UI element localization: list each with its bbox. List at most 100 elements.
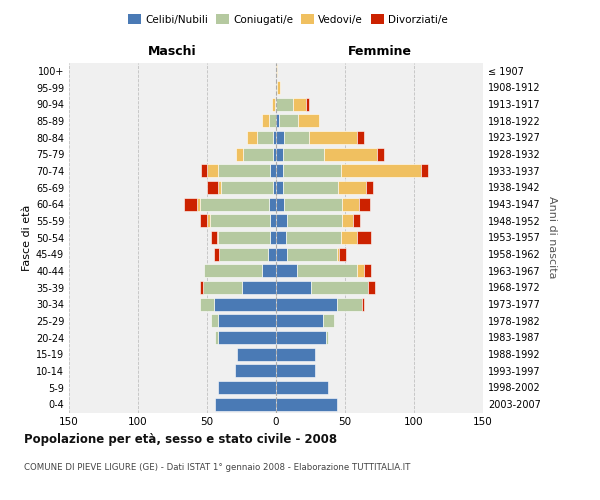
Bar xyxy=(276,148,283,160)
Bar xyxy=(276,314,323,328)
Bar xyxy=(293,98,307,110)
Y-axis label: Anni di nascita: Anni di nascita xyxy=(547,196,557,278)
Bar xyxy=(218,164,271,177)
Bar xyxy=(358,131,364,144)
Bar xyxy=(215,331,218,344)
Bar xyxy=(235,364,276,378)
Bar xyxy=(341,231,358,244)
Bar xyxy=(377,148,383,160)
Bar xyxy=(276,298,337,310)
Bar xyxy=(238,348,276,360)
Bar xyxy=(262,114,269,128)
Bar xyxy=(273,148,276,160)
Bar xyxy=(358,231,371,244)
Bar xyxy=(269,114,276,128)
Bar xyxy=(204,264,262,278)
Bar xyxy=(243,148,273,160)
Bar xyxy=(296,264,358,278)
Legend: Celibi/Nubili, Coniugati/e, Vedovi/e, Divorziati/e: Celibi/Nubili, Coniugati/e, Vedovi/e, Di… xyxy=(124,10,452,29)
Bar xyxy=(273,131,276,144)
Text: Popolazione per età, sesso e stato civile - 2008: Popolazione per età, sesso e stato civil… xyxy=(24,432,337,446)
Bar xyxy=(214,298,276,310)
Bar xyxy=(241,281,276,294)
Bar xyxy=(309,131,358,144)
Bar xyxy=(218,314,276,328)
Bar xyxy=(210,214,271,228)
Bar xyxy=(200,198,269,210)
Bar xyxy=(364,264,371,278)
Bar xyxy=(366,181,373,194)
Bar xyxy=(200,298,214,310)
Bar xyxy=(287,214,342,228)
Bar xyxy=(284,131,309,144)
Bar xyxy=(275,98,276,110)
Bar xyxy=(207,181,218,194)
Bar xyxy=(197,198,200,210)
Bar xyxy=(338,181,366,194)
Bar xyxy=(214,248,220,260)
Bar xyxy=(276,364,314,378)
Bar xyxy=(218,381,276,394)
Bar xyxy=(276,81,277,94)
Bar xyxy=(359,198,370,210)
Bar xyxy=(342,198,359,210)
Bar xyxy=(283,164,341,177)
Bar xyxy=(276,281,311,294)
Bar xyxy=(276,214,287,228)
Bar xyxy=(421,164,428,177)
Bar xyxy=(340,248,346,260)
Bar xyxy=(200,281,203,294)
Bar xyxy=(203,281,241,294)
Bar xyxy=(211,231,217,244)
Bar xyxy=(215,398,276,410)
Bar xyxy=(257,131,273,144)
Bar xyxy=(220,248,268,260)
Bar xyxy=(284,198,342,210)
Bar xyxy=(276,198,284,210)
Bar xyxy=(276,348,314,360)
Bar xyxy=(358,264,364,278)
Bar xyxy=(218,181,221,194)
Bar xyxy=(276,331,326,344)
Bar xyxy=(276,114,279,128)
Bar xyxy=(184,198,197,210)
Text: Femmine: Femmine xyxy=(347,44,412,58)
Bar xyxy=(247,131,257,144)
Bar xyxy=(276,131,284,144)
Bar xyxy=(298,114,319,128)
Bar xyxy=(272,98,275,110)
Bar xyxy=(276,98,293,110)
Bar xyxy=(368,281,376,294)
Bar xyxy=(283,148,324,160)
Bar xyxy=(276,248,287,260)
Bar xyxy=(271,214,276,228)
Bar xyxy=(269,198,276,210)
Text: COMUNE DI PIEVE LIGURE (GE) - Dati ISTAT 1° gennaio 2008 - Elaborazione TUTTITAL: COMUNE DI PIEVE LIGURE (GE) - Dati ISTAT… xyxy=(24,462,410,471)
Bar xyxy=(271,231,276,244)
Y-axis label: Fasce di età: Fasce di età xyxy=(22,204,32,270)
Bar xyxy=(323,314,334,328)
Bar xyxy=(337,248,340,260)
Bar xyxy=(207,164,218,177)
Bar xyxy=(326,331,328,344)
Bar xyxy=(271,164,276,177)
Bar xyxy=(262,264,276,278)
Bar xyxy=(236,148,243,160)
Bar xyxy=(337,298,362,310)
Text: Maschi: Maschi xyxy=(148,44,197,58)
Bar xyxy=(283,181,338,194)
Bar xyxy=(276,264,296,278)
Bar xyxy=(362,298,364,310)
Bar xyxy=(268,248,276,260)
Bar xyxy=(276,231,286,244)
Bar xyxy=(207,214,210,228)
Bar xyxy=(353,214,360,228)
Bar xyxy=(311,281,368,294)
Bar xyxy=(286,231,341,244)
Bar xyxy=(200,214,207,228)
Bar xyxy=(277,81,280,94)
Bar xyxy=(217,231,218,244)
Bar xyxy=(325,148,377,160)
Bar xyxy=(276,181,283,194)
Bar xyxy=(218,231,271,244)
